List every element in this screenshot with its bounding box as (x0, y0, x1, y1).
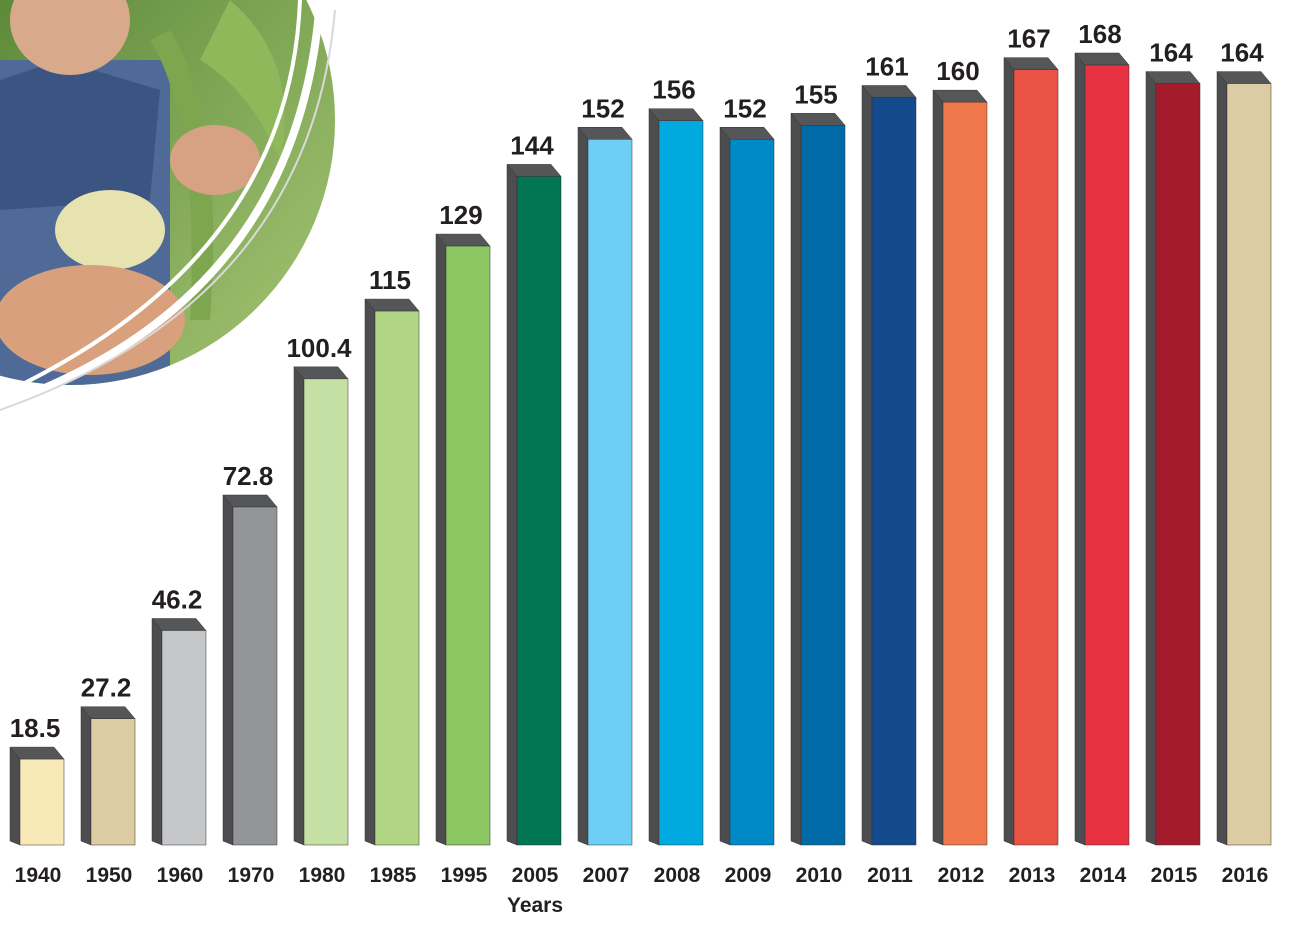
bar (303, 378, 349, 846)
value-label: 156 (652, 75, 695, 105)
bar-side (790, 112, 802, 846)
value-label: 144 (510, 130, 554, 160)
value-label: 46.2 (152, 585, 203, 615)
value-label: 160 (936, 56, 979, 86)
value-label: 72.8 (223, 461, 274, 491)
bar (90, 718, 136, 846)
bar (516, 176, 562, 846)
x-tick-label: 2008 (654, 864, 701, 887)
x-tick-label: 2009 (725, 864, 772, 887)
bar-side (861, 84, 873, 846)
x-tick-label: 2012 (938, 864, 985, 887)
value-label: 152 (723, 93, 766, 123)
bar-side (1074, 52, 1086, 846)
bar-side (932, 89, 944, 846)
bar-side (648, 108, 660, 846)
value-label: 161 (865, 52, 908, 82)
bar (445, 245, 491, 846)
photo (0, 0, 335, 385)
x-tick-label: 2007 (583, 864, 630, 887)
value-label: 164 (1220, 38, 1264, 68)
bar-side (80, 706, 92, 846)
bar-side (506, 163, 518, 846)
bar (19, 758, 65, 846)
bar-side (222, 494, 234, 846)
value-label: 164 (1149, 38, 1193, 68)
bar (161, 630, 207, 846)
bar (942, 101, 988, 846)
bar (1226, 83, 1272, 846)
bar-side (151, 617, 163, 846)
x-tick-label: 1950 (86, 864, 133, 887)
x-tick-label: 2010 (796, 864, 843, 887)
value-label: 27.2 (81, 673, 132, 703)
x-tick-label: 2011 (867, 864, 913, 887)
value-label: 152 (581, 93, 624, 123)
value-label: 18.5 (10, 713, 61, 743)
x-tick-label: 1980 (299, 864, 346, 887)
photo-frame (0, 9, 336, 411)
bar-side (435, 233, 447, 846)
bar-side (293, 366, 305, 846)
bar (1013, 69, 1059, 846)
bar (587, 139, 633, 846)
bar (729, 139, 775, 846)
x-tick-label: 1995 (441, 864, 488, 887)
value-label: 115 (369, 265, 411, 295)
bar (232, 506, 278, 846)
bar-side (719, 126, 731, 846)
bar (871, 97, 917, 846)
value-label: 129 (439, 200, 482, 230)
x-tick-label: 1970 (228, 864, 275, 887)
bar (1155, 83, 1201, 846)
x-tick-label: 2005 (512, 864, 559, 887)
x-tick-label: 1985 (370, 864, 417, 887)
bar-side (364, 298, 376, 846)
x-tick-label: 2015 (1151, 864, 1198, 887)
x-axis-label: Years (507, 894, 563, 917)
x-tick-label: 2016 (1222, 864, 1269, 887)
x-tick-label: 1960 (157, 864, 204, 887)
bar-side (1003, 56, 1015, 846)
x-tick-label: 2013 (1009, 864, 1056, 887)
bar-side (1145, 70, 1157, 846)
x-tick-label: 2014 (1080, 864, 1127, 887)
bar (800, 125, 846, 846)
bar-side (1216, 70, 1228, 846)
value-label: 100.4 (286, 333, 352, 363)
bar-side (577, 126, 589, 846)
bar-side (9, 746, 21, 846)
value-label: 167 (1007, 24, 1050, 54)
bar (1084, 64, 1130, 846)
bar (658, 120, 704, 846)
x-tick-label: 1940 (15, 864, 62, 887)
photo-frame (0, 0, 302, 397)
bar (374, 310, 420, 846)
photo-frame (38, 0, 324, 394)
value-label: 155 (794, 79, 837, 109)
value-label: 168 (1078, 19, 1121, 49)
